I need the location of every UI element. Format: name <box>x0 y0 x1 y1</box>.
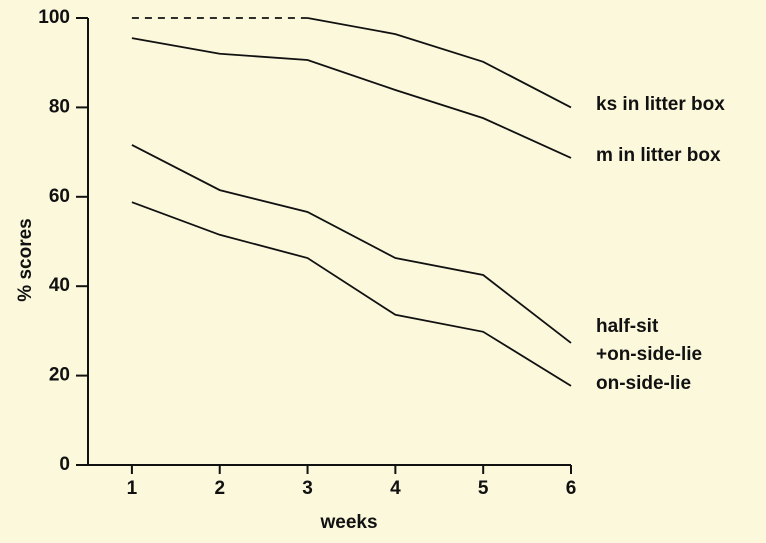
series-label: m in litter box <box>596 144 721 166</box>
series-line <box>131 201 572 387</box>
series-label: on-side-lie <box>596 372 692 394</box>
x-tick-label: 6 <box>566 478 577 499</box>
x-tick-label: 3 <box>302 478 313 499</box>
y-axis-label: % scores <box>15 218 36 301</box>
x-tick-label: 5 <box>478 478 489 499</box>
x-tick-label: 1 <box>127 478 138 499</box>
x-tick-label: 2 <box>214 478 225 499</box>
y-tick-label: 60 <box>49 186 70 207</box>
y-tick-label: 0 <box>59 454 70 475</box>
x-axis-label: weeks <box>319 512 377 533</box>
series-line <box>307 17 572 109</box>
x-tick-label: 4 <box>390 478 401 499</box>
series-label: half-sit +on-side-lie <box>596 315 703 365</box>
y-tick-label: 100 <box>38 7 70 28</box>
y-tick-label: 20 <box>49 365 70 386</box>
series-line <box>131 144 572 344</box>
y-tick-label: 80 <box>49 96 70 117</box>
y-tick-label: 40 <box>49 275 70 296</box>
series-line <box>131 37 572 159</box>
series-label: ks in litter box <box>596 94 725 116</box>
